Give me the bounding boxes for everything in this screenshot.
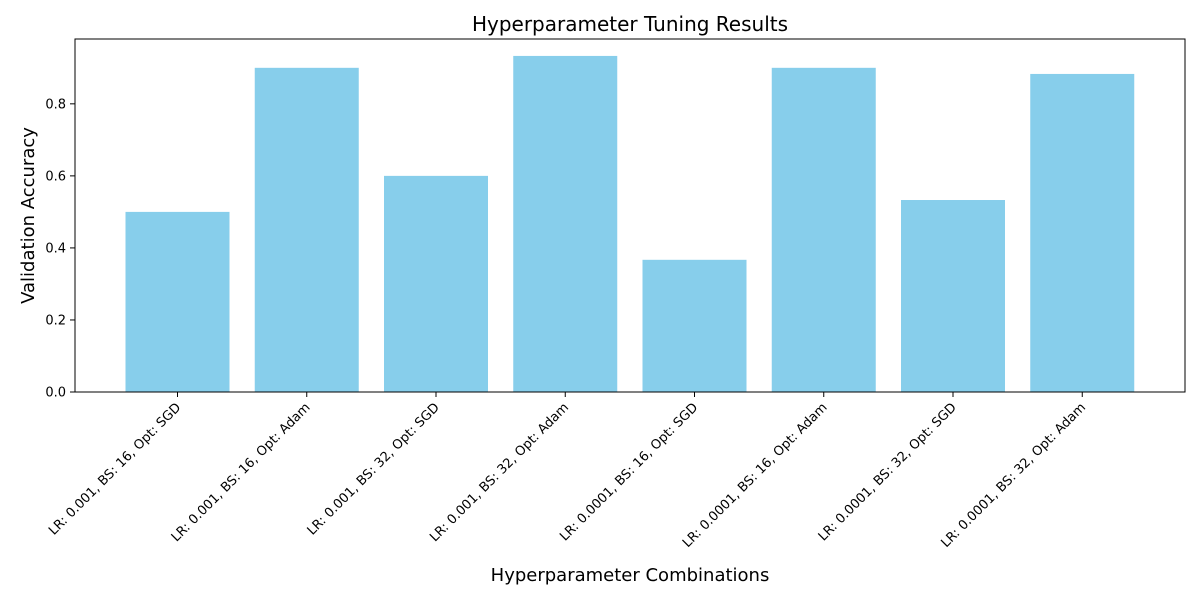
x-tick-label: LR: 0.0001, BS: 32, Opt: Adam	[938, 400, 1089, 551]
y-axis: 0.0 0.2 0.4 0.6 0.8	[45, 97, 75, 401]
y-tick-label: 0.8	[45, 97, 66, 112]
x-tick-label: LR: 0.001, BS: 32, Opt: SGD	[305, 400, 443, 538]
bar	[1030, 73, 1135, 393]
bar	[125, 211, 230, 392]
x-tick-label: LR: 0.001, BS: 16, Opt: Adam	[169, 400, 314, 545]
plot-frame	[74, 38, 1186, 393]
x-tick-label: LR: 0.001, BS: 16, Opt: SGD	[46, 400, 184, 538]
x-tick-label: LR: 0.0001, BS: 16, Opt: SGD	[557, 400, 701, 544]
y-tick-label: 0.2	[45, 313, 66, 328]
chart-title: Hyperparameter Tuning Results	[472, 12, 788, 36]
bars-group	[125, 55, 1135, 393]
bar	[513, 55, 618, 392]
x-tick-label: LR: 0.001, BS: 32, Opt: Adam	[427, 400, 572, 545]
bar	[771, 67, 876, 392]
y-tick-label: 0.0	[45, 386, 66, 401]
x-tick-label: LR: 0.0001, BS: 16, Opt: Adam	[680, 400, 831, 551]
bar	[254, 67, 359, 392]
bar	[384, 175, 488, 392]
x-tick-label: LR: 0.0001, BS: 32, Opt: SGD	[816, 400, 960, 544]
y-tick-label: 0.6	[45, 169, 66, 184]
y-tick-label: 0.4	[45, 241, 66, 256]
y-axis-label: Validation Accuracy	[18, 127, 39, 304]
bar	[642, 259, 747, 392]
bar	[901, 200, 1005, 392]
x-axis-label: Hyperparameter Combinations	[491, 565, 770, 586]
